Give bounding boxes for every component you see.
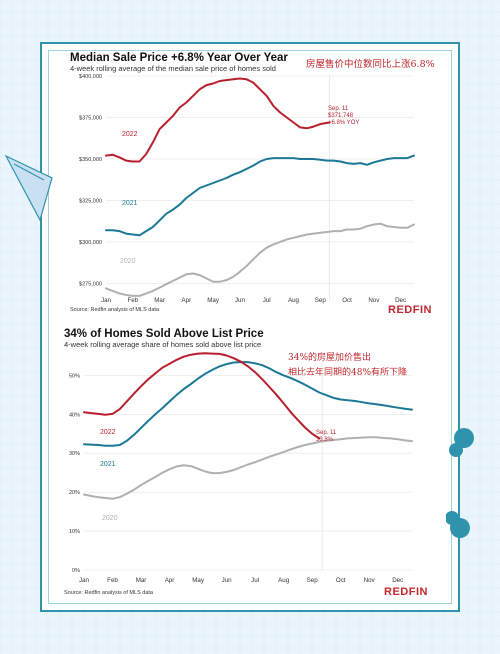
poster-inner-border	[48, 50, 452, 604]
series-label-2021: 2021	[122, 200, 138, 207]
cloud-decoration	[446, 428, 474, 538]
series-label-2022: 2022	[100, 429, 116, 436]
x-tick-label: Jun	[222, 577, 233, 584]
series-line-2021	[83, 361, 413, 447]
y-tick-label: $350,000	[79, 157, 102, 163]
x-tick-label: Oct	[342, 297, 352, 304]
x-tick-label: Nov	[368, 297, 380, 304]
chart1-source: Source: Redfin analysis of MLS data	[70, 307, 159, 313]
y-tick-label: 0%	[72, 568, 80, 574]
chart2-redfin-logo: REDFIN	[384, 586, 428, 598]
series-line-2022	[105, 77, 331, 163]
chart2-plot: 0% 10% 20% 30% 40% 50% Jan Feb Mar Apr May Jun Jul Au…	[69, 352, 413, 584]
x-tick-label: Jan	[101, 297, 112, 304]
x-tick-label: Nov	[364, 577, 376, 584]
callout-line: Sep. 11	[316, 430, 337, 436]
y-tick-label: $275,000	[79, 281, 102, 287]
callout-line: +6.8% YOY	[328, 120, 359, 126]
series-label-2021: 2021	[100, 461, 116, 468]
series-line-2020	[105, 222, 415, 297]
chart1-subtitle: 4-week rolling average of the median sal…	[70, 64, 276, 73]
y-tick-label: 30%	[69, 451, 80, 457]
y-tick-label: $400,000	[79, 74, 102, 80]
x-tick-label: Apr	[165, 577, 175, 584]
x-tick-label: Jun	[235, 297, 246, 304]
x-tick-label: Sep	[307, 577, 319, 584]
y-tick-label: $300,000	[79, 240, 102, 246]
chart2-cn-annotation-line1: 34%的房屋加价售出	[288, 353, 372, 363]
x-tick-label: Jul	[263, 297, 271, 304]
chart2-subtitle: 4-week rolling average share of homes so…	[64, 340, 262, 349]
x-tick-label: Aug	[278, 577, 290, 584]
callout-line: Sep. 11	[328, 106, 349, 112]
series-line-2022	[83, 352, 321, 440]
x-tick-label: Apr	[182, 297, 192, 304]
x-tick-label: May	[207, 297, 220, 304]
x-tick-label: Jan	[79, 577, 90, 584]
series-label-2020: 2020	[102, 515, 118, 522]
x-tick-label: Sep	[315, 297, 327, 304]
chart2-cn-annotation-line2: 相比去年同期的48%有所下降	[288, 368, 408, 378]
x-tick-label: Jul	[251, 577, 259, 584]
chart1-plot: $275,000 $300,000 $325,000 $350,000 $375,000…	[79, 74, 415, 304]
x-tick-label: Feb	[127, 297, 138, 304]
chart1-title: Median Sale Price +6.8% Year Over Year	[70, 52, 288, 64]
y-tick-label: 40%	[69, 412, 80, 418]
chart2-source: Source: Redfin analysis of MLS data	[64, 590, 153, 596]
x-tick-label: Oct	[336, 577, 346, 584]
poster-frame	[40, 42, 460, 612]
chart1-cn-annotation: 房屋售价中位数同比上涨6.8%	[306, 59, 435, 70]
y-tick-label: 50%	[69, 373, 80, 379]
callout-line: 33.8%	[316, 437, 334, 443]
y-tick-label: $325,000	[79, 198, 102, 204]
y-tick-label: $375,000	[79, 115, 102, 121]
x-tick-label: Feb	[107, 577, 118, 584]
callout-line: $371,748	[328, 113, 354, 119]
series-line-2020	[83, 436, 413, 500]
series-line-2021	[105, 154, 415, 237]
y-tick-label: 20%	[69, 490, 80, 496]
paper-curl-decoration	[4, 154, 53, 222]
x-tick-label: Aug	[288, 297, 300, 304]
series-label-2022: 2022	[122, 131, 138, 138]
x-tick-label: Mar	[154, 297, 165, 304]
x-tick-label: Dec	[395, 297, 406, 304]
chart2-title: 34% of Homes Sold Above List Price	[64, 328, 264, 340]
y-tick-label: 10%	[69, 529, 80, 535]
x-tick-label: May	[192, 577, 205, 584]
series-label-2020: 2020	[120, 258, 136, 265]
x-tick-label: Mar	[136, 577, 147, 584]
chart1-redfin-logo: REDFIN	[388, 304, 432, 316]
x-tick-label: Dec	[392, 577, 403, 584]
